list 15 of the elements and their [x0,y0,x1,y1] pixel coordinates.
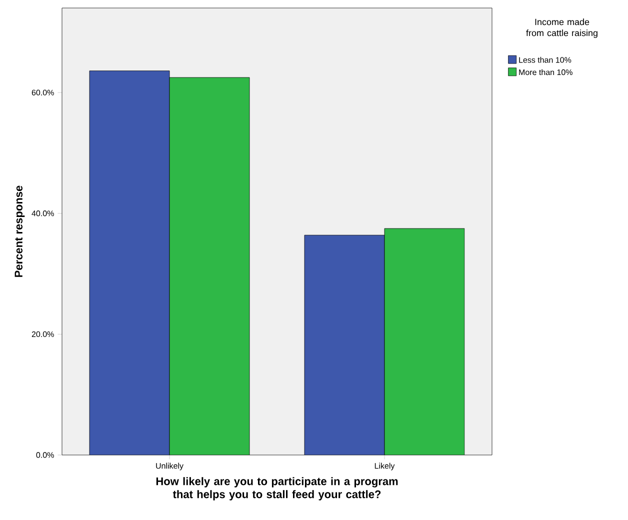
y-tick-label: 60.0% [32,90,54,96]
x-axis-title: How likely are you to participate in a program that helps you to stall feed your cattle? [156,477,398,500]
bar [304,234,385,455]
y-tick-label: 0.0% [36,452,54,458]
legend-label: More than 10% [519,69,572,76]
bar [89,70,170,455]
bar [384,228,465,455]
bar [169,77,250,455]
y-tick-label: 20.0% [32,331,54,338]
y-tick-label: 40.0% [32,210,54,216]
legend-label: Less than 10% [519,56,572,63]
x-tick-label: Unlikely [156,462,184,470]
y-axis-title: Percent response [14,186,25,277]
x-tick-label: Likely [374,462,395,470]
legend-title: Income made from cattle raising [526,18,598,38]
